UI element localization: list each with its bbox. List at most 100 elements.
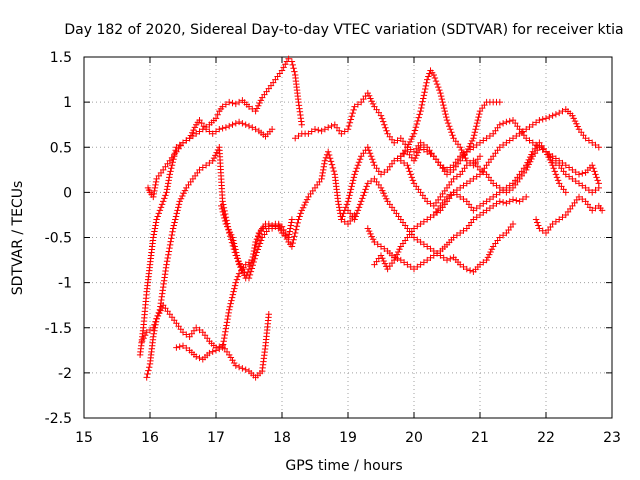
data-point-marker bbox=[433, 209, 441, 216]
data-point-marker bbox=[289, 61, 296, 69]
data-point-marker bbox=[460, 150, 467, 158]
data-point-marker bbox=[523, 193, 530, 201]
data-point-marker bbox=[421, 88, 428, 96]
data-point-marker bbox=[292, 135, 299, 142]
data-point-marker bbox=[226, 306, 233, 313]
data-point-marker bbox=[476, 110, 483, 118]
data-point-marker bbox=[439, 98, 446, 106]
data-point-marker bbox=[293, 223, 301, 230]
data-point-marker bbox=[433, 250, 441, 257]
data-point-marker bbox=[526, 137, 533, 144]
data-point-marker bbox=[151, 327, 158, 334]
data-point-marker bbox=[493, 182, 500, 189]
data-point-marker bbox=[168, 235, 175, 242]
data-point-marker bbox=[351, 171, 358, 178]
data-point-marker bbox=[154, 312, 161, 319]
data-point-marker bbox=[227, 231, 235, 238]
data-point-marker bbox=[219, 125, 226, 132]
data-point-marker bbox=[252, 244, 259, 252]
data-point-marker bbox=[552, 159, 560, 167]
data-point-marker bbox=[245, 265, 253, 273]
data-point-marker bbox=[476, 261, 484, 268]
data-point-marker bbox=[290, 236, 297, 243]
data-point-marker bbox=[292, 229, 299, 237]
y-axis-label: SDTVAR / TECUs bbox=[10, 181, 26, 296]
y-tick-label: -0.5 bbox=[45, 231, 72, 247]
data-point-marker bbox=[179, 329, 187, 336]
data-point-marker bbox=[552, 111, 560, 118]
data-point-marker bbox=[253, 238, 260, 246]
data-point-marker bbox=[443, 166, 451, 174]
data-point-marker bbox=[171, 153, 178, 160]
data-point-marker bbox=[239, 120, 246, 127]
data-point-marker bbox=[569, 175, 576, 183]
data-point-marker bbox=[209, 348, 216, 355]
y-tick-label: 1 bbox=[63, 95, 72, 111]
data-point-marker bbox=[150, 190, 158, 198]
data-point-marker bbox=[151, 228, 158, 235]
data-point-marker bbox=[242, 274, 249, 282]
data-point-marker bbox=[441, 107, 448, 115]
data-point-marker bbox=[191, 124, 199, 131]
data-point-marker bbox=[168, 165, 175, 172]
data-point-marker bbox=[475, 113, 482, 121]
data-point-marker bbox=[490, 180, 497, 187]
data-point-marker bbox=[391, 139, 398, 146]
data-point-marker bbox=[486, 204, 494, 212]
data-point-marker bbox=[370, 159, 377, 166]
data-point-marker bbox=[493, 191, 500, 198]
data-point-marker bbox=[466, 267, 474, 274]
data-point-marker bbox=[308, 128, 315, 135]
data-point-marker bbox=[232, 120, 239, 127]
data-point-marker bbox=[155, 210, 162, 217]
data-point-marker bbox=[286, 228, 293, 235]
data-point-marker bbox=[379, 255, 386, 262]
data-point-marker bbox=[224, 315, 231, 323]
data-point-marker bbox=[380, 190, 387, 197]
data-point-marker bbox=[358, 198, 365, 205]
data-point-marker bbox=[222, 101, 230, 108]
y-tick-label: -2 bbox=[58, 366, 72, 382]
data-point-marker bbox=[291, 68, 298, 75]
data-point-marker bbox=[354, 162, 362, 169]
data-point-marker bbox=[499, 120, 507, 127]
data-point-marker bbox=[328, 122, 335, 130]
data-point-marker bbox=[354, 101, 362, 108]
data-point-marker bbox=[253, 105, 261, 112]
data-point-marker bbox=[145, 364, 153, 371]
data-point-marker bbox=[380, 118, 387, 125]
x-tick-label: 16 bbox=[141, 430, 159, 446]
data-point-marker bbox=[369, 236, 377, 243]
data-point-marker bbox=[265, 223, 272, 230]
data-point-marker bbox=[242, 121, 249, 128]
data-point-marker bbox=[367, 153, 375, 160]
data-point-marker bbox=[285, 55, 292, 63]
data-point-marker bbox=[199, 164, 206, 171]
data-point-marker bbox=[165, 177, 172, 184]
data-point-marker bbox=[230, 240, 238, 247]
data-point-marker bbox=[483, 207, 490, 214]
data-point-marker bbox=[552, 171, 560, 178]
data-point-marker bbox=[278, 229, 286, 237]
data-point-marker bbox=[349, 180, 356, 187]
data-point-marker bbox=[221, 331, 228, 339]
data-point-marker bbox=[221, 217, 229, 225]
data-point-marker bbox=[365, 227, 373, 235]
data-point-marker bbox=[252, 241, 260, 249]
data-point-marker bbox=[582, 184, 589, 192]
data-point-marker bbox=[440, 104, 448, 112]
data-point-marker bbox=[275, 220, 282, 228]
data-point-marker bbox=[160, 198, 167, 205]
data-point-marker bbox=[404, 144, 411, 151]
data-point-marker bbox=[206, 349, 213, 357]
data-point-marker bbox=[535, 222, 542, 229]
data-point-marker bbox=[170, 156, 177, 163]
data-point-marker bbox=[418, 104, 425, 112]
data-point-marker bbox=[417, 139, 424, 146]
data-point-marker bbox=[234, 273, 242, 280]
data-point-marker bbox=[391, 256, 398, 264]
data-point-marker bbox=[257, 97, 265, 104]
data-point-marker bbox=[499, 232, 507, 239]
data-point-marker bbox=[420, 259, 428, 266]
x-tick-label: 18 bbox=[273, 430, 291, 446]
